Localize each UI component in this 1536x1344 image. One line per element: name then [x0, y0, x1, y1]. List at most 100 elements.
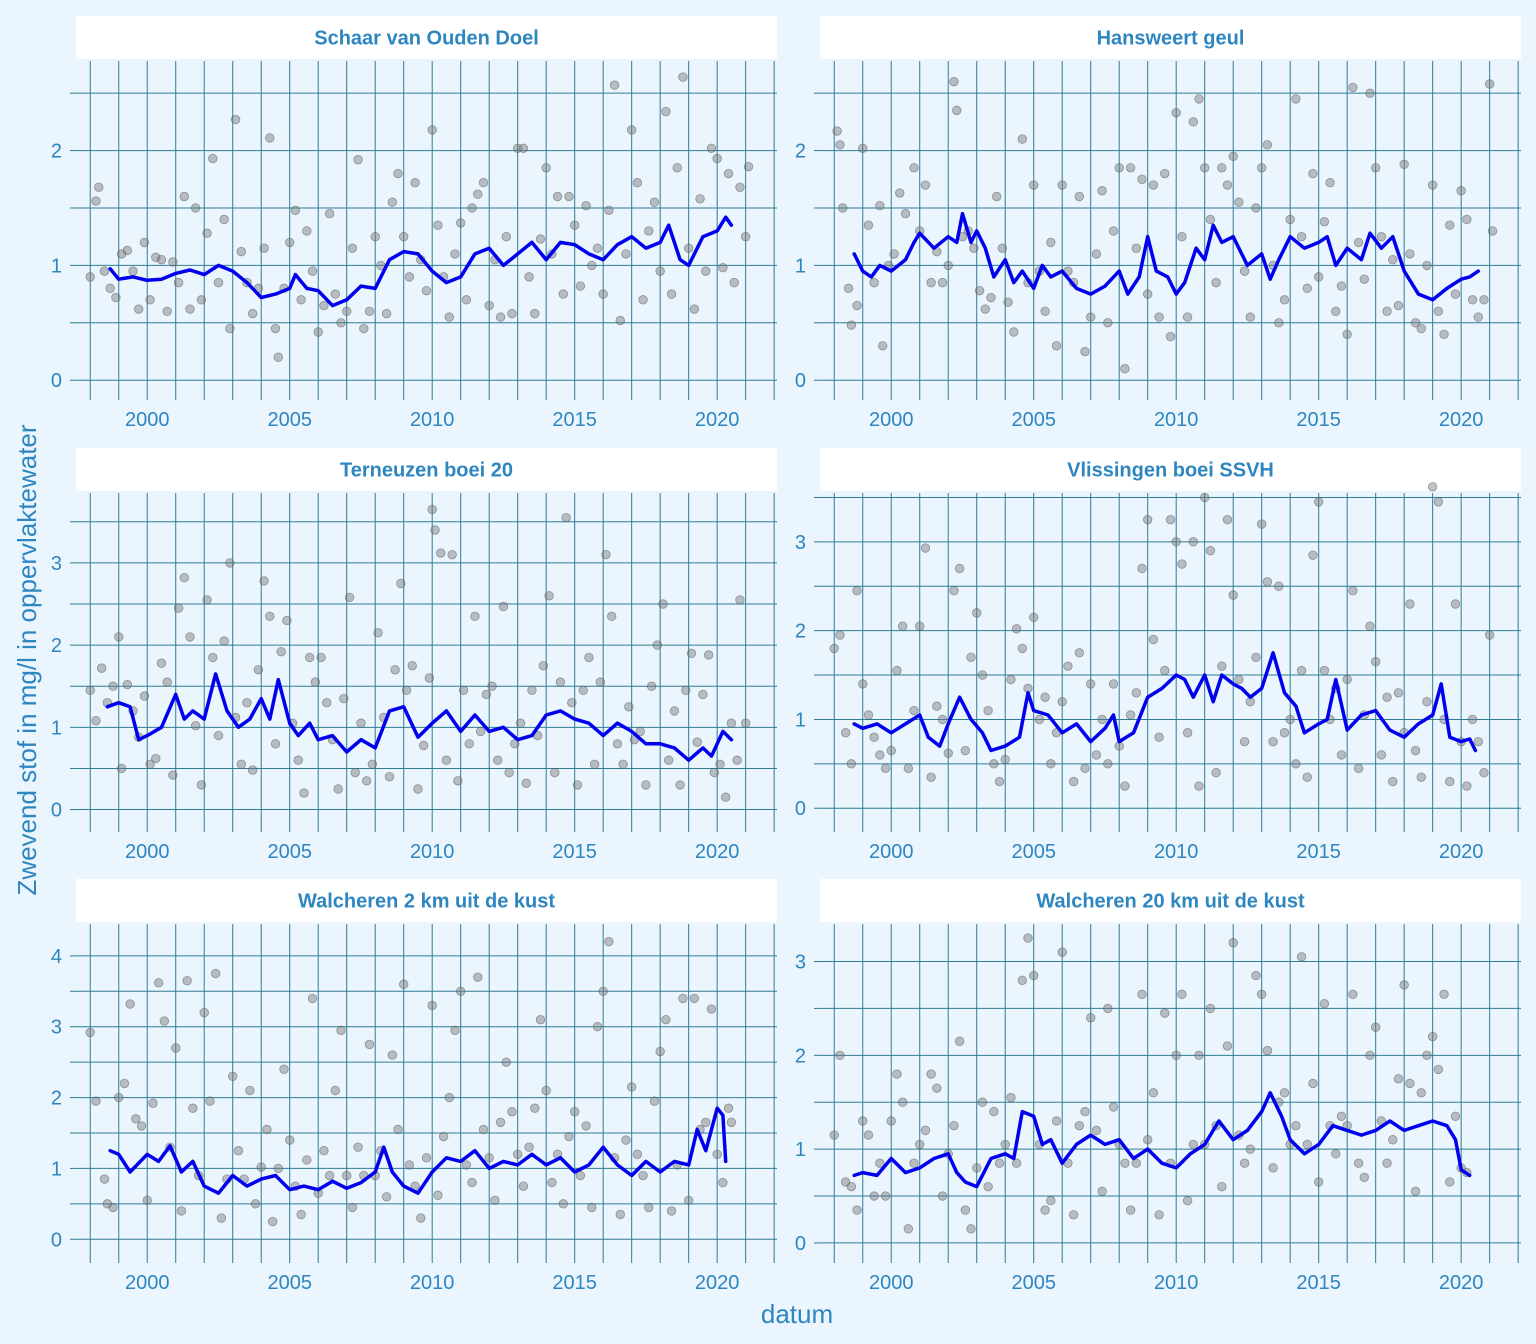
data-point [168, 770, 178, 780]
data-point [381, 1192, 392, 1202]
data-point [835, 1050, 845, 1061]
data-point [1393, 300, 1404, 311]
data-point [1319, 217, 1330, 227]
data-point [1348, 585, 1358, 596]
data-point [1302, 283, 1312, 294]
data-point [1422, 1050, 1432, 1061]
y-tick-label: 1 [51, 255, 62, 277]
data-point [182, 975, 192, 986]
data-point [487, 681, 497, 691]
data-point [572, 780, 583, 790]
data-point [1171, 1050, 1181, 1061]
data-point [473, 972, 483, 982]
data-point [1068, 1210, 1079, 1220]
data-point [1199, 163, 1210, 173]
data-point [589, 759, 600, 770]
data-point [399, 979, 409, 989]
data-point [1003, 297, 1013, 307]
data-point [265, 611, 275, 622]
data-point [173, 603, 184, 613]
data-point [1262, 577, 1273, 587]
data-point [1348, 82, 1358, 93]
data-point [689, 304, 700, 314]
data-point [858, 143, 868, 153]
data-point [133, 304, 144, 314]
data-point [846, 1181, 857, 1192]
data-point [1125, 1205, 1136, 1215]
data-point [1245, 1144, 1255, 1154]
data-point [475, 726, 486, 737]
data-point [598, 986, 608, 997]
data-point [1410, 1186, 1421, 1197]
data-point [1274, 581, 1284, 591]
data-point [1388, 254, 1398, 265]
data-point [142, 1195, 152, 1206]
y-tick-label: 2 [795, 1045, 806, 1067]
panel-title: Terneuzen boei 20 [340, 460, 513, 482]
data-point [122, 245, 132, 256]
data-point [966, 652, 976, 662]
data-point [501, 1057, 511, 1067]
data-point [530, 1103, 540, 1113]
data-point [1467, 714, 1478, 725]
data-point [1194, 1050, 1204, 1061]
data-point [1313, 272, 1324, 282]
data-point [1450, 1111, 1461, 1121]
data-point [470, 611, 480, 622]
data-point [1359, 274, 1369, 284]
data-point [932, 1083, 942, 1093]
x-tick-label: 2005 [1011, 841, 1056, 863]
data-point [299, 788, 309, 798]
data-point [1074, 1120, 1085, 1131]
data-point [1291, 759, 1301, 769]
data-point [649, 197, 660, 207]
data-point [1234, 197, 1244, 207]
data-point [302, 1155, 312, 1165]
data-point [421, 1153, 432, 1163]
data-point [139, 691, 150, 701]
data-point [892, 1069, 902, 1079]
y-tick-label: 3 [51, 553, 62, 575]
data-point [1473, 312, 1483, 322]
data-point [900, 209, 911, 219]
axes: 2000 2005 2010 2015 2020 0 1 2 3 [795, 496, 1519, 863]
data-point [421, 285, 432, 296]
data-point [1279, 728, 1290, 738]
data-point [920, 1125, 931, 1136]
data-point [393, 1124, 403, 1135]
data-point [889, 249, 899, 259]
data-point [131, 1114, 141, 1124]
data-point [966, 1224, 976, 1234]
data-point [1182, 1196, 1193, 1206]
data-point [85, 1027, 95, 1038]
data-point [1422, 696, 1432, 707]
data-point [467, 1177, 477, 1188]
data-point [626, 125, 637, 135]
data-point [723, 1103, 734, 1113]
data-point [307, 993, 318, 1004]
data-point [1194, 94, 1204, 104]
data-point [1148, 1088, 1159, 1098]
data-point [1211, 277, 1221, 288]
y-tick-label: 2 [795, 141, 806, 163]
data-point [453, 776, 463, 786]
x-tick-label: 2020 [695, 1272, 740, 1294]
data-point [1467, 295, 1478, 305]
data-point [541, 1085, 551, 1096]
data-point [715, 759, 725, 770]
data-point [1479, 295, 1489, 305]
data-point [273, 1163, 284, 1174]
data-point [1182, 728, 1193, 738]
data-point [199, 1007, 209, 1018]
data-point [1484, 630, 1495, 640]
data-point [709, 767, 720, 778]
data-point [1370, 657, 1381, 667]
data-point [441, 755, 452, 765]
data-point [926, 1069, 936, 1079]
data-point [1057, 180, 1067, 190]
data-point [1108, 1102, 1119, 1112]
trend-line [105, 672, 734, 762]
data-point [1011, 624, 1022, 634]
data-point [1108, 679, 1119, 689]
